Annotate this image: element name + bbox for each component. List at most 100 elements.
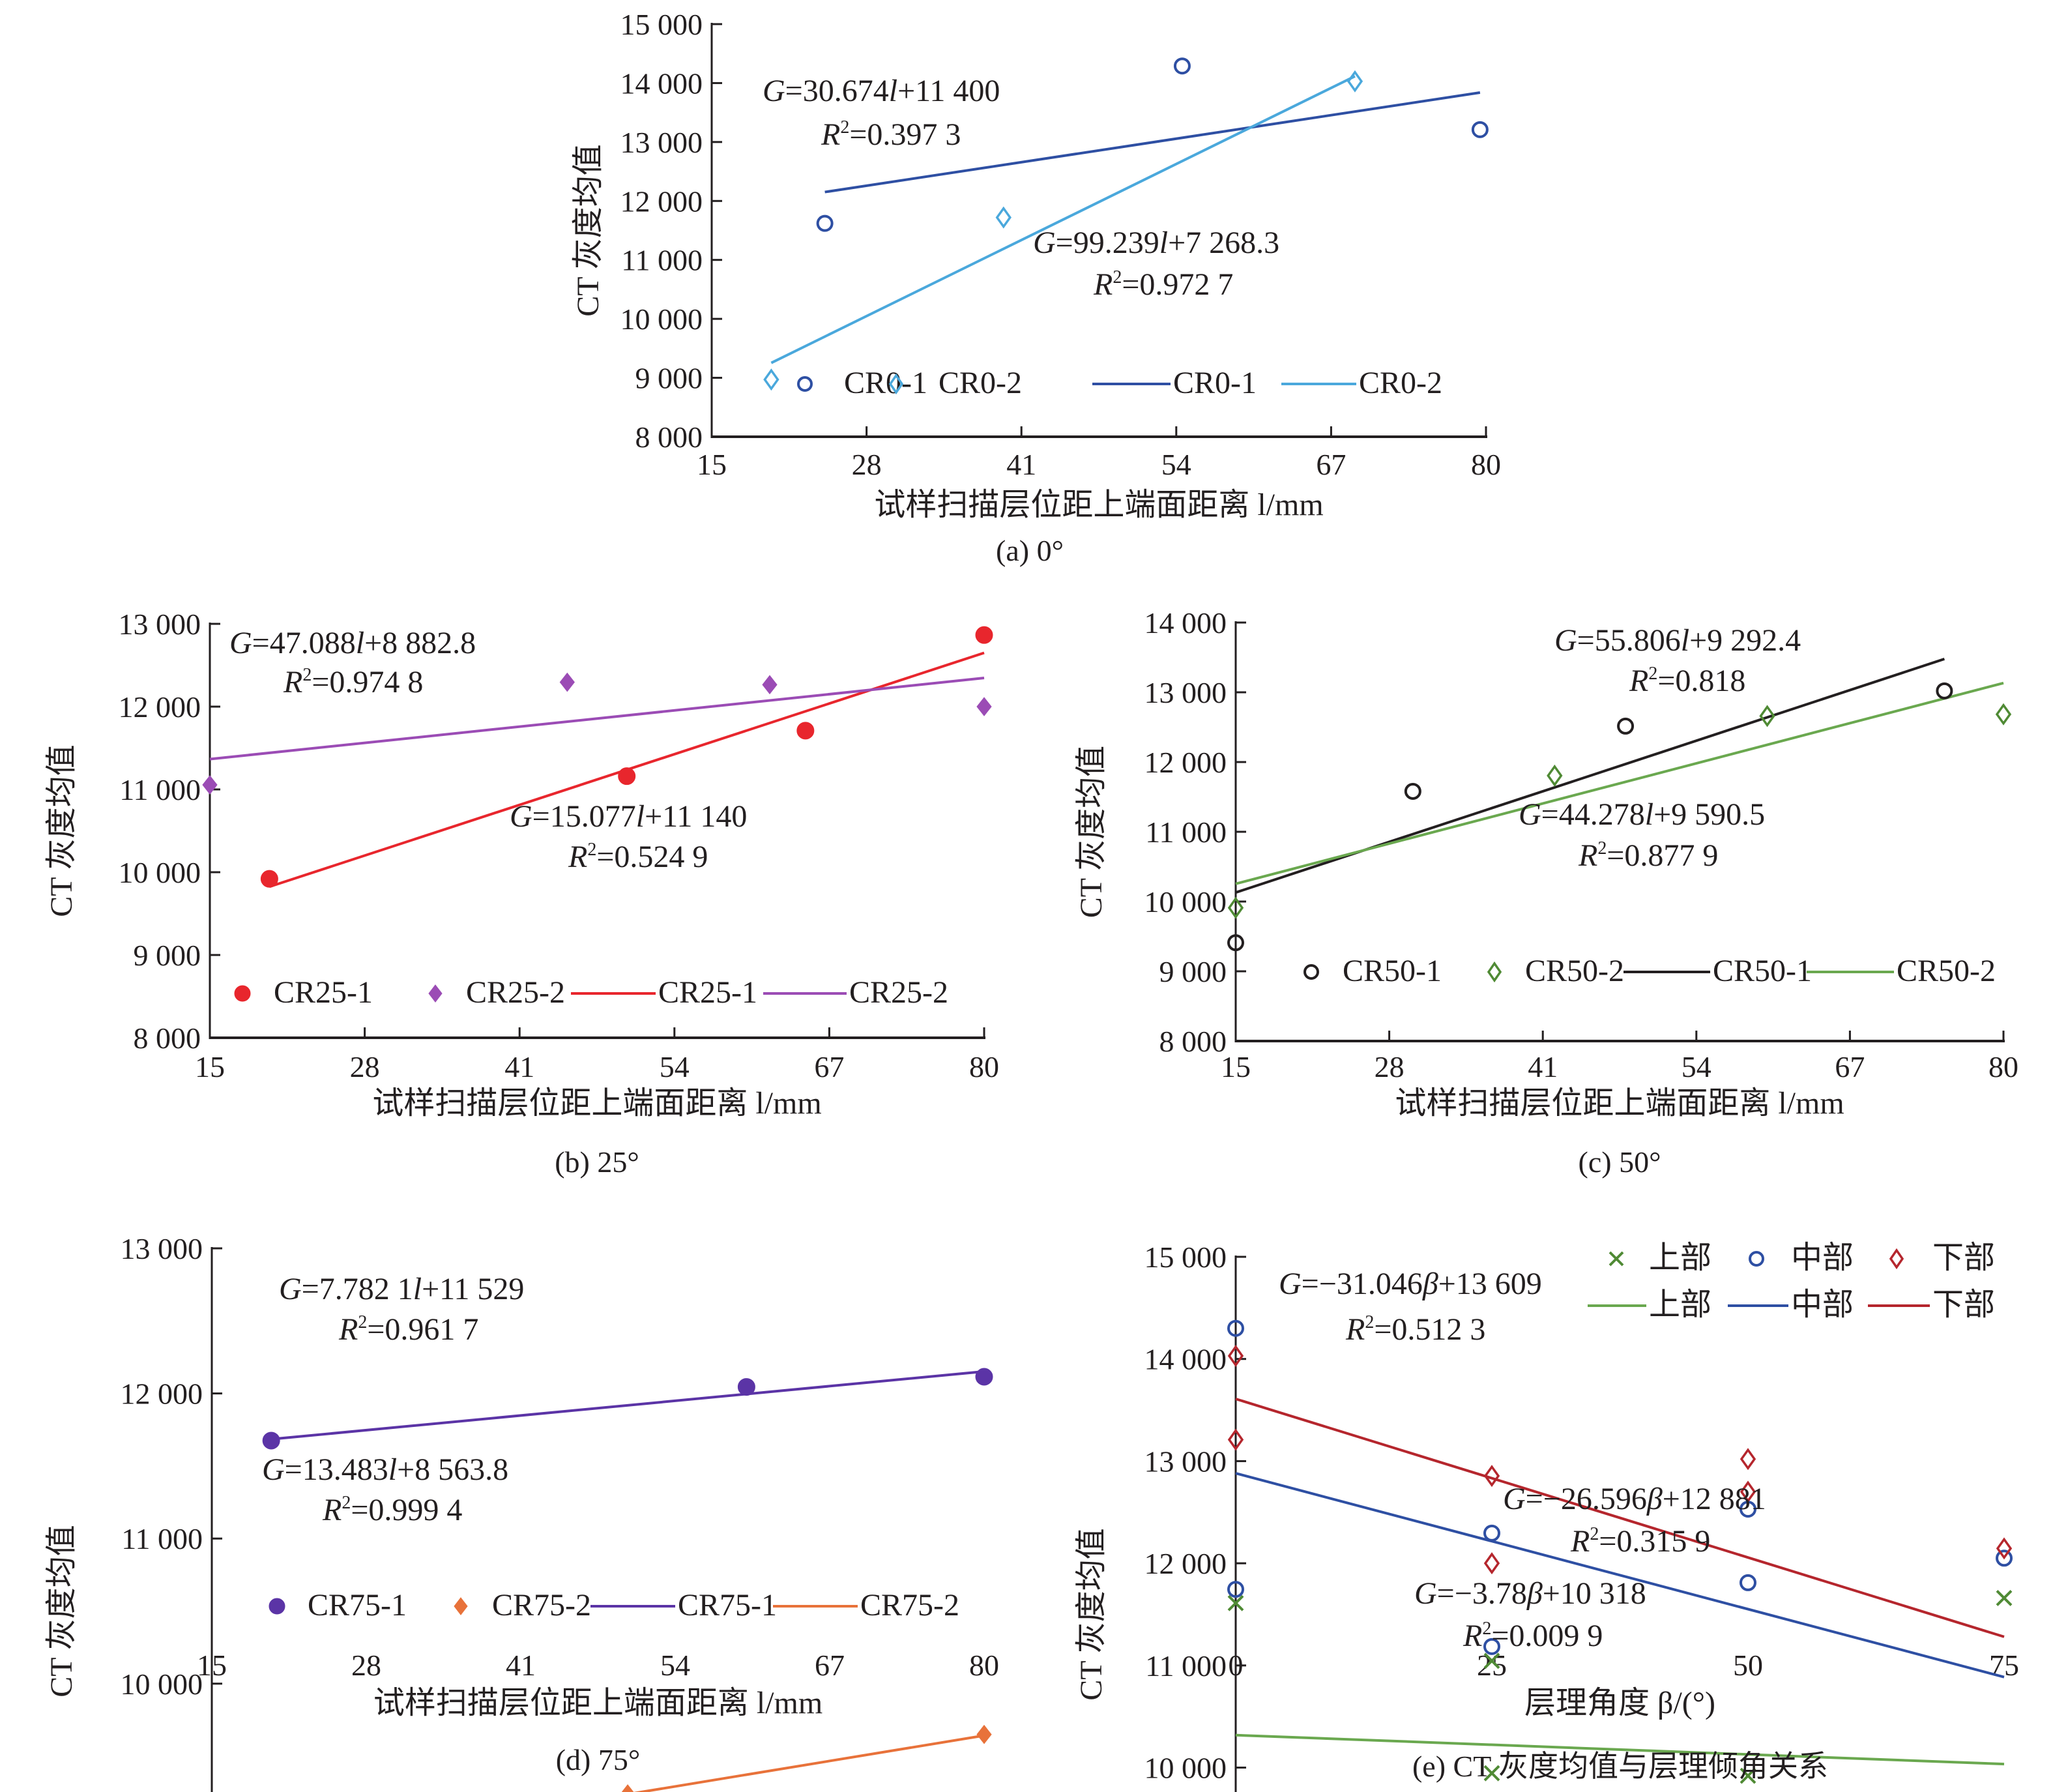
chart-b-series-1 xyxy=(202,672,992,795)
chart-c-point xyxy=(1227,934,1244,952)
chart-e-legend-label: 下部 xyxy=(1932,1287,1995,1322)
chart-e-fit-equation-0: G=−31.046β+13 609 xyxy=(1279,1267,1542,1301)
chart-c-fit-r2-0: R2=0.818 xyxy=(1629,664,1745,698)
chart-d-fit-line-0 xyxy=(270,1370,985,1441)
chart-e-fit-line-1 xyxy=(1235,1472,2005,1679)
chart-b-x-tick-label: 41 xyxy=(504,1050,534,1083)
chart-c-legend: CR50-1 CR50-2 CR50-1 CR50-2 xyxy=(1303,954,1996,988)
chart-e-point xyxy=(1740,1767,1756,1784)
chart-e-point-stroke-2 xyxy=(1483,1652,1500,1669)
chart-b-caption: (b) 25° xyxy=(555,1145,639,1179)
chart-e-y-tick-label: 12 000 xyxy=(1144,1547,1227,1580)
chart-e-x-axis-label: 层理角度 β/(°) xyxy=(1524,1686,1715,1720)
chart-e-point xyxy=(1740,1574,1756,1591)
chart-a-legend-item: CR0-2 xyxy=(1281,366,1442,400)
chart-b-x-tick-label: 15 xyxy=(195,1050,225,1083)
chart-e-legend-item: 上部 xyxy=(1588,1287,1711,1322)
chart-a-legend-item: CR0-1 xyxy=(797,366,927,400)
chart-c-svg: 8 000 9 000 10 000 11 000 12 000 13 000 14 000… xyxy=(1074,606,2018,1121)
chart-d-x-tick-label: 67 xyxy=(815,1649,845,1682)
chart-e-legend-label: 中部 xyxy=(1791,1241,1854,1275)
chart-e-legend-item: 上部 xyxy=(1609,1241,1711,1275)
chart-a-x-tick-label: 80 xyxy=(1471,448,1501,481)
chart-d-x-tick-label: 15 xyxy=(197,1649,227,1682)
chart-a-legend-label: CR0-1 xyxy=(844,366,927,400)
chart-b-series-0 xyxy=(260,626,993,888)
chart-d-fit-line-1 xyxy=(633,1734,985,1792)
chart-a-y-tick-label: 14 000 xyxy=(620,66,703,100)
chart-d-legend-marker xyxy=(454,1597,468,1615)
chart-e-fit-r2-2: R2=0.009 9 xyxy=(1463,1619,1603,1653)
chart-e-fit-equation-1: G=−26.596β+12 881 xyxy=(1503,1482,1766,1516)
chart-b-x-tick-label: 80 xyxy=(969,1050,999,1083)
chart-c-x-tick-label: 67 xyxy=(1835,1050,1865,1083)
chart-c-legend-item: CR50-1 xyxy=(1303,954,1442,988)
chart-d-legend-marker xyxy=(269,1598,285,1615)
chart-c-y-tick-label: 13 000 xyxy=(1144,676,1227,709)
chart-a-point xyxy=(816,214,834,232)
chart-e-x-tick-label: 0 xyxy=(1229,1649,1244,1682)
chart-e-y-tick-label: 13 000 xyxy=(1144,1445,1227,1478)
chart-b-legend-label: CR25-2 xyxy=(466,975,565,1010)
chart-a-x-tick-label: 28 xyxy=(852,448,882,481)
chart-b-point xyxy=(202,775,218,795)
chart-a-fit-r2-0: R2=0.397 3 xyxy=(821,117,961,152)
chart-b-fit-line-1 xyxy=(209,677,985,761)
chart-d-point xyxy=(976,1724,992,1744)
chart-e-legend-marker xyxy=(1889,1248,1904,1270)
chart-a-legend-label: CR0-2 xyxy=(1359,366,1442,400)
chart-b-legend-label: CR25-2 xyxy=(849,975,948,1010)
chart-c-y-tick-label: 12 000 xyxy=(1144,746,1227,779)
chart-a-y-tick-label: 13 000 xyxy=(620,126,703,159)
chart-e-point xyxy=(1227,1345,1244,1368)
chart-a-x-tick-label: 54 xyxy=(1161,448,1191,481)
chart-e-legend-marker-stroke-2 xyxy=(1609,1251,1624,1267)
chart-d-x-tick-label: 41 xyxy=(506,1649,536,1682)
chart-d-y-tick-label: 10 000 xyxy=(121,1667,203,1701)
chart-e-point xyxy=(1483,1524,1500,1542)
chart-e-y-tick-label: 15 000 xyxy=(1144,1241,1227,1274)
chart-a-point xyxy=(1347,70,1363,93)
chart-a-point xyxy=(1173,57,1191,75)
chart-e-legend-item: 下部 xyxy=(1868,1287,1995,1322)
chart-e-series-2 xyxy=(1227,1345,2013,1575)
chart-d-fit-equation-0: G=7.782 1l+11 529 xyxy=(279,1272,524,1306)
chart-b-x-tick-label: 28 xyxy=(350,1050,380,1083)
chart-c-caption: (c) 50° xyxy=(1578,1145,1661,1179)
chart-a-fit-r2-1: R2=0.972 7 xyxy=(1093,267,1233,302)
chart-a-svg: 8 000 9 000 10 000 11 000 12 000 13 000 14 000… xyxy=(571,8,1501,522)
chart-e-point xyxy=(1483,1765,1500,1782)
chart-a-fit-line-0 xyxy=(824,91,1481,194)
chart-c-fit-equation-1: G=44.278l+9 590.5 xyxy=(1519,797,1765,832)
chart-b-legend-item: CR25-2 xyxy=(763,975,948,1010)
chart-b-point xyxy=(559,672,575,692)
chart-e-legend-marker xyxy=(1749,1251,1764,1267)
chart-e-point xyxy=(1227,1428,1244,1451)
chart-d-legend-item: CR75-2 xyxy=(773,1588,959,1623)
chart-b-fit-equation-1: G=15.077l+11 140 xyxy=(510,799,747,834)
chart-e-point xyxy=(1740,1480,1756,1503)
chart-e-fit-equation-2: G=−3.78β+10 318 xyxy=(1414,1576,1646,1611)
chart-c-y-tick-label: 14 000 xyxy=(1144,606,1227,639)
chart-d-fit-r2-0: R2=0.961 7 xyxy=(338,1312,478,1347)
chart-c-fit-r2-1: R2=0.877 9 xyxy=(1578,838,1718,873)
chart-a-legend-item: CR0-1 xyxy=(1092,366,1257,400)
chart-b-point xyxy=(260,870,278,888)
chart-e-fit-line-0 xyxy=(1235,1398,2005,1638)
chart-e-x-tick-label: 50 xyxy=(1733,1649,1763,1682)
chart-c-x-tick-label: 15 xyxy=(1221,1050,1251,1083)
chart-a-legend-label: CR0-1 xyxy=(1173,366,1257,400)
chart-a-y-tick-label: 15 000 xyxy=(620,8,703,41)
chart-b-fit-r2-1: R2=0.524 9 xyxy=(568,840,708,874)
chart-d-legend-label: CR75-1 xyxy=(308,1588,407,1623)
chart-a-legend-item: CR0-2 xyxy=(888,366,1022,400)
chart-e-point xyxy=(1483,1552,1500,1575)
chart-c-y-tick-label: 11 000 xyxy=(1145,815,1227,849)
chart-a-legend: CR0-1 CR0-2 CR0-1 CR0-2 xyxy=(797,366,1442,400)
chart-b-legend-marker xyxy=(428,984,443,1003)
chart-a-x-axis-label: 试样扫描层位距上端面距离 l/mm xyxy=(874,488,1323,522)
